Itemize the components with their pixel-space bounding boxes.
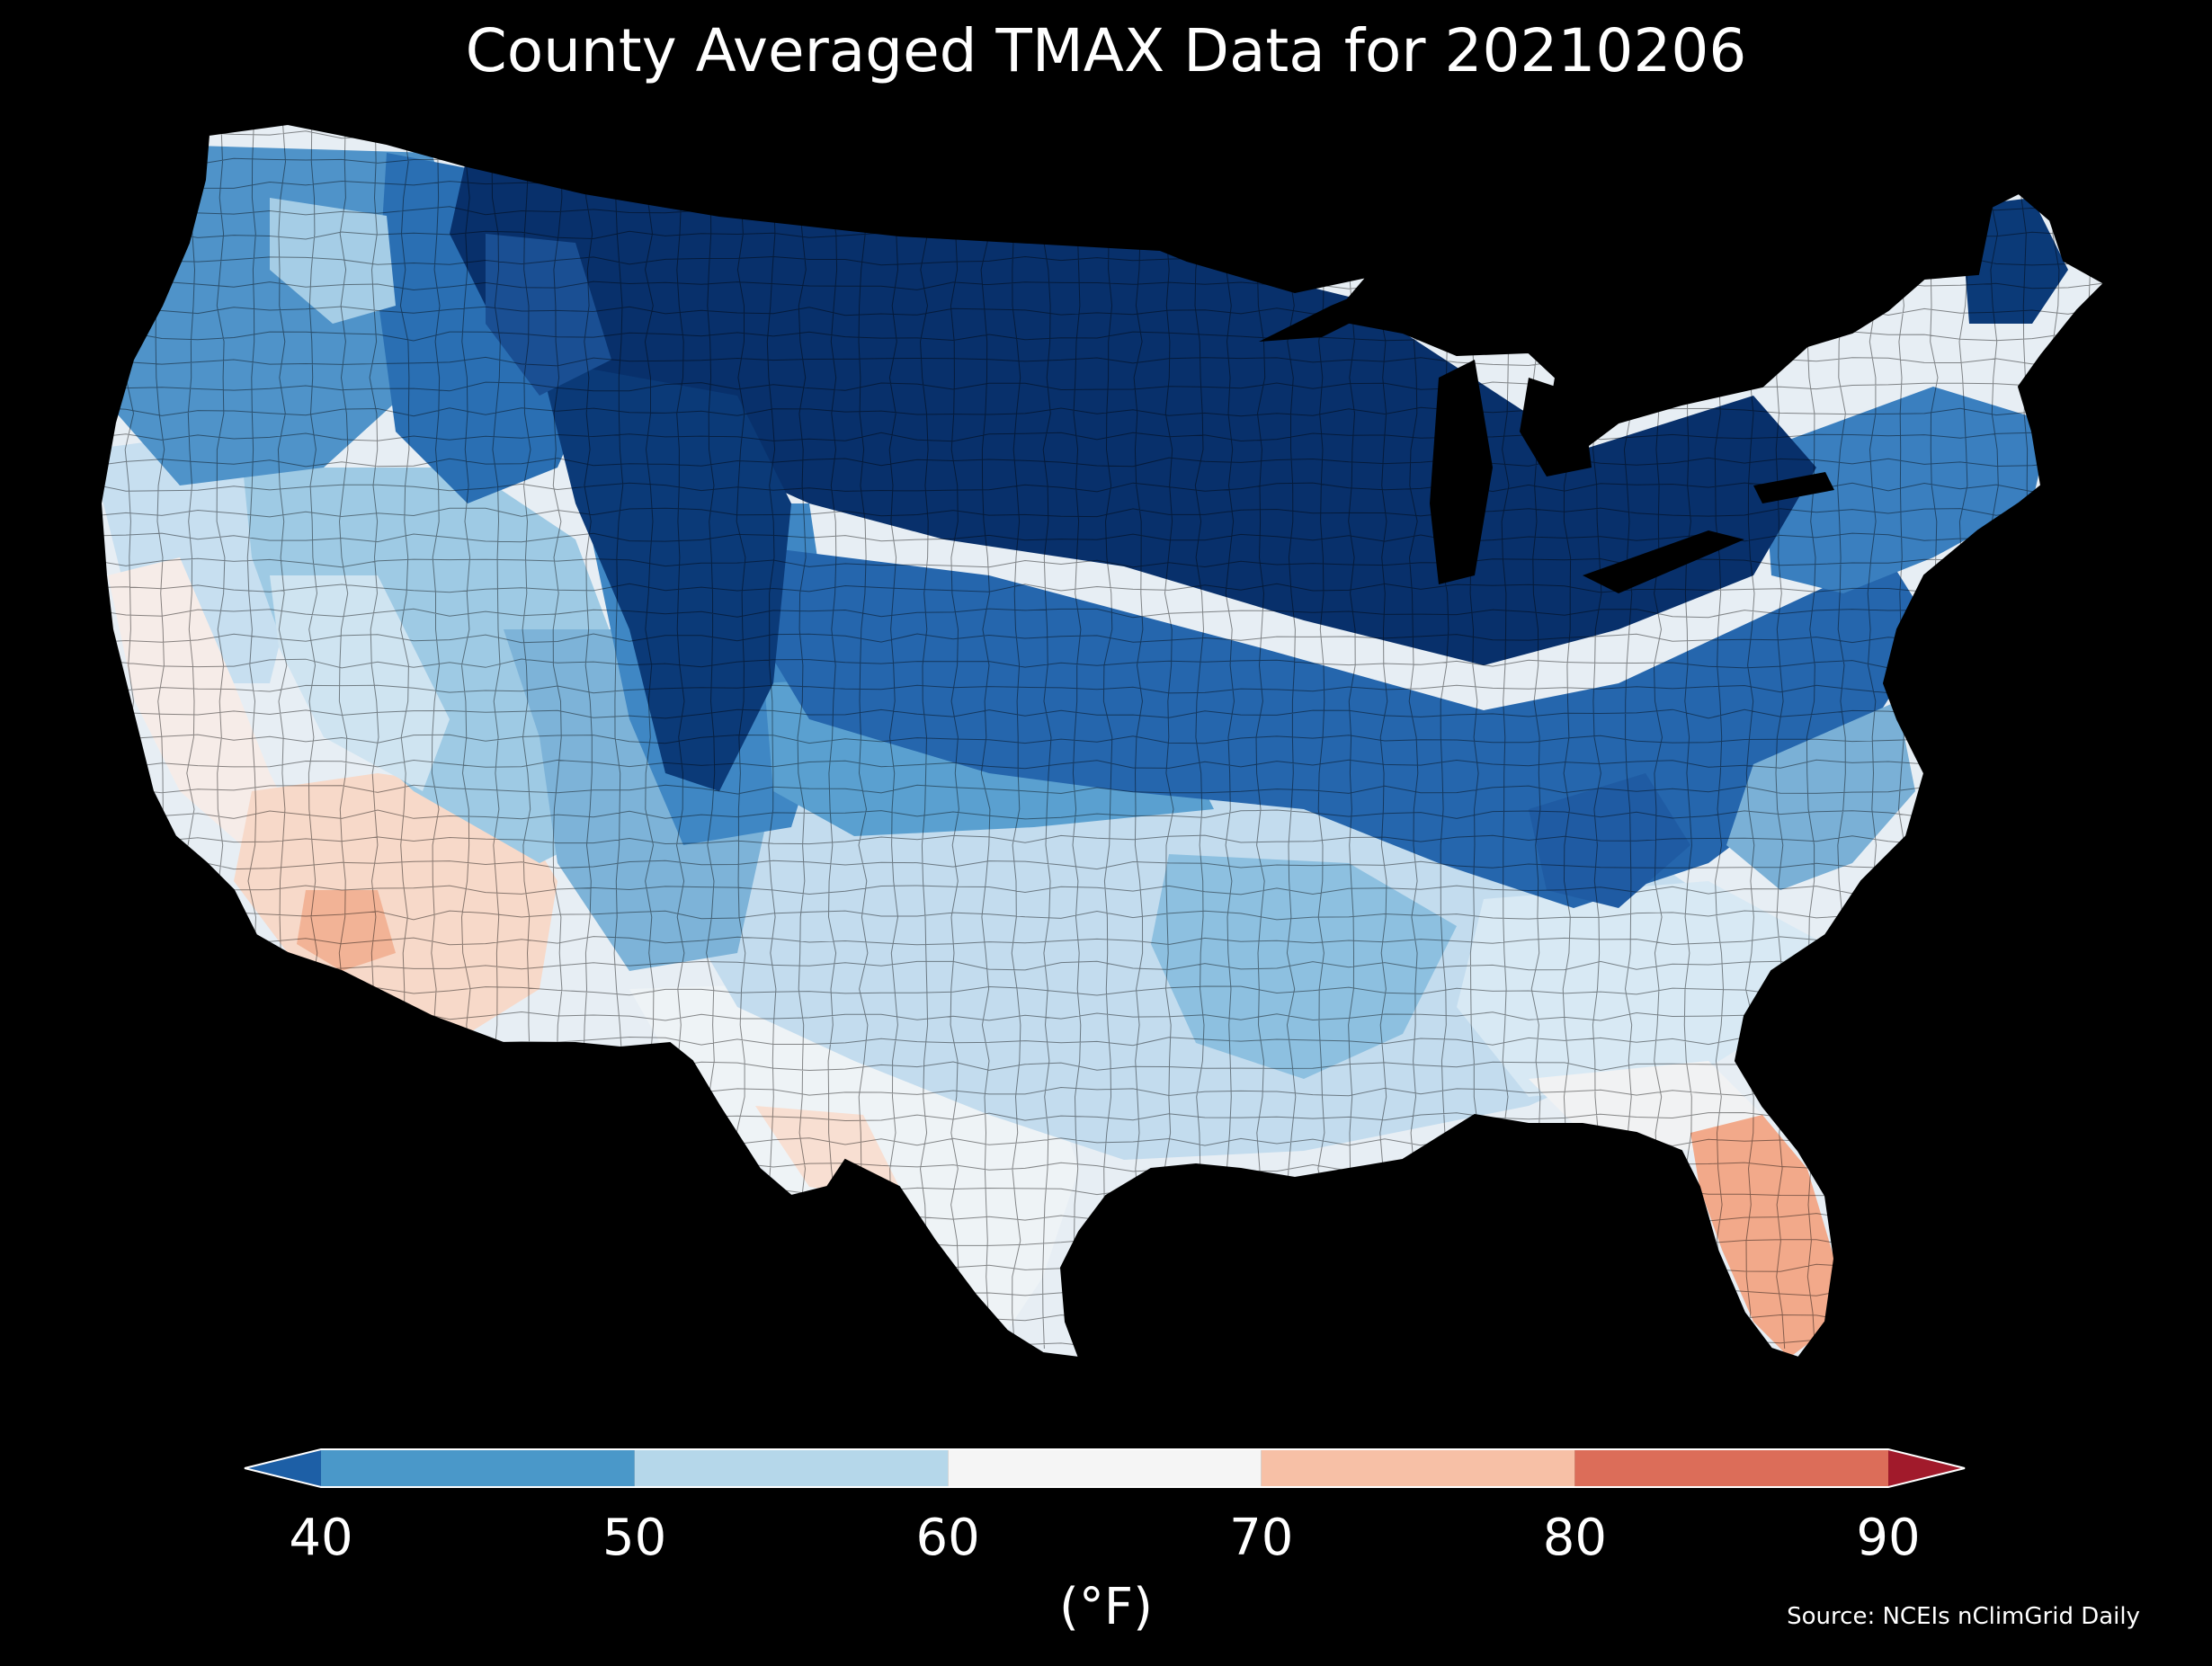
region-oregon-interior-mild xyxy=(270,198,396,324)
colorbar-tick-60: 60 xyxy=(915,1509,980,1567)
region-wyoming-cold xyxy=(486,234,611,396)
region-virginia-cool xyxy=(1726,701,1915,890)
colorbar-tick-70: 70 xyxy=(1229,1509,1294,1567)
colorbar-units: (°F) xyxy=(1059,1578,1153,1636)
region-florida-hot xyxy=(1690,1115,1834,1358)
colorbar-bin-70-80 xyxy=(1261,1449,1575,1487)
region-front-range-very-cold xyxy=(540,360,791,791)
region-desert-southwest-warm xyxy=(234,773,557,1034)
colorbar-bin-60-70 xyxy=(948,1449,1262,1487)
region-great-basin-cool xyxy=(243,468,629,863)
colorbar-bin-40-50 xyxy=(321,1449,635,1487)
source-note: Source: NCEIs nClimGrid Daily xyxy=(1787,1603,2140,1630)
colorbar-tick-90: 90 xyxy=(1856,1509,1921,1567)
region-nevada-mild xyxy=(270,575,450,791)
colorbar-bin-80-90 xyxy=(1574,1449,1888,1487)
lake-ontario xyxy=(1753,472,1834,503)
lake-michigan xyxy=(1430,360,1493,584)
lake-superior xyxy=(1259,283,1385,342)
region-mississippi-valley-cool xyxy=(1151,854,1457,1079)
region-central-valley-warm xyxy=(108,557,306,854)
colorbar-tick-40: 40 xyxy=(289,1509,353,1567)
region-appalachian-cold xyxy=(1529,773,1690,908)
region-lower-colorado-hot xyxy=(297,890,396,971)
colorbar-bin-50-60 xyxy=(634,1449,949,1487)
great-lakes xyxy=(1259,283,1834,593)
region-new-england-blue xyxy=(1762,387,2050,593)
lake-erie xyxy=(1583,530,1744,593)
colorbar-over-arrow xyxy=(1888,1449,1965,1487)
colorbar-under-arrow xyxy=(245,1449,321,1487)
lake-huron xyxy=(1520,378,1592,477)
map-title: County Averaged TMAX Data for 20210206 xyxy=(465,16,1747,85)
region-southeast-mild xyxy=(1457,881,1825,1097)
colorbar-outline xyxy=(244,1448,1966,1488)
colorbar-tick-50: 50 xyxy=(602,1509,667,1567)
colorbar-tick-80: 80 xyxy=(1542,1509,1608,1567)
